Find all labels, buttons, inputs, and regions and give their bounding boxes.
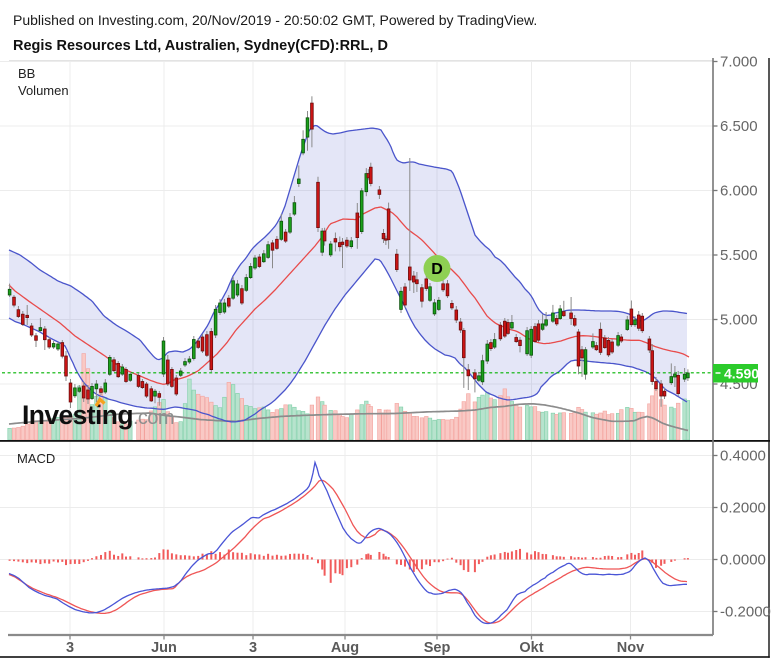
svg-text:0.2000: 0.2000 [720,500,766,517]
svg-text:0.0000: 0.0000 [720,552,766,569]
svg-text:D: D [431,261,443,278]
svg-text:Aug: Aug [331,640,359,656]
svg-text:Okt: Okt [519,640,543,656]
svg-text:3: 3 [66,640,74,656]
svg-text:Jun: Jun [151,640,177,656]
svg-text:MACD: MACD [17,451,55,466]
svg-text:Regis Resources Ltd, Australie: Regis Resources Ltd, Australien, Sydney(… [13,38,388,54]
svg-text:Nov: Nov [617,640,644,656]
svg-text:0.4000: 0.4000 [720,448,766,465]
svg-text:Published on Investing.com, 20: Published on Investing.com, 20/Nov/2019 … [13,12,537,28]
svg-text:6.500: 6.500 [720,118,758,135]
svg-text:3: 3 [249,640,257,656]
svg-text:5.000: 5.000 [720,312,758,329]
svg-text:7.000: 7.000 [720,54,758,71]
svg-text:-0.2000: -0.2000 [720,604,771,621]
svg-text:Sep: Sep [424,640,451,656]
svg-text:BB: BB [18,66,35,81]
svg-text:4.590: 4.590 [724,366,759,382]
svg-text:5.500: 5.500 [720,247,758,264]
svg-text:Volumen: Volumen [18,83,69,98]
svg-text:6.000: 6.000 [720,183,758,200]
